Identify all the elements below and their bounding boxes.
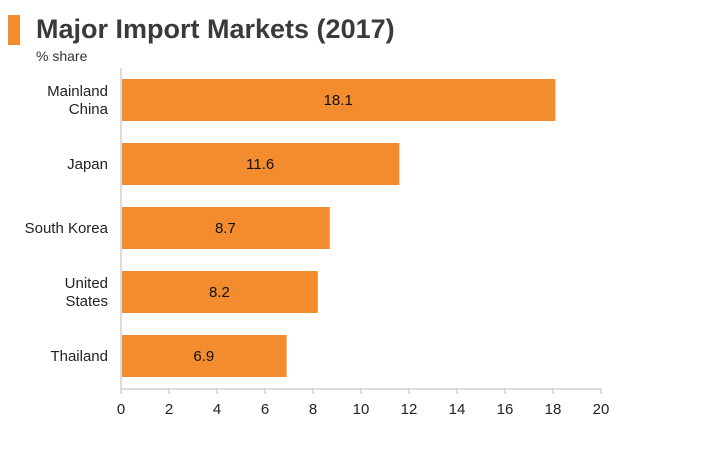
category-label-line: United <box>65 275 108 292</box>
x-tick-label: 18 <box>545 401 562 418</box>
bar-value-label: 11.6 <box>246 156 274 173</box>
bar <box>122 335 287 377</box>
bar <box>122 143 400 185</box>
x-tick-label: 6 <box>261 401 269 418</box>
category-label: South Korea <box>25 220 109 237</box>
x-tick-label: 10 <box>353 401 370 418</box>
x-tick-label: 0 <box>117 401 125 418</box>
category-label: Japan <box>67 156 108 173</box>
x-tick-label: 8 <box>309 401 317 418</box>
category-label: Mainland China <box>47 83 109 118</box>
bar <box>122 271 318 313</box>
category-label-line: South Korea <box>25 220 109 237</box>
bar-value-label: 8.2 <box>209 284 230 301</box>
bar <box>122 207 330 249</box>
bar-value-label: 6.9 <box>193 348 214 365</box>
category-label-line: Thailand <box>50 348 108 365</box>
bar-value-label: 18.1 <box>324 92 353 109</box>
category-label-line: Japan <box>67 156 108 173</box>
x-tick-label: 16 <box>497 401 514 418</box>
x-tick-label: 14 <box>449 401 466 418</box>
bar-value-label: 8.7 <box>215 220 236 237</box>
chart-title: Major Import Markets (2017) <box>36 14 395 44</box>
x-tick-label: 12 <box>401 401 418 418</box>
chart-subtitle: % share <box>36 48 88 64</box>
category-label-line: States <box>65 293 108 310</box>
category-label-line: Mainland <box>47 83 108 100</box>
bar <box>122 79 556 121</box>
title-accent-bar <box>8 15 20 45</box>
x-tick-label: 4 <box>213 401 221 418</box>
x-tick-label: 2 <box>165 401 173 418</box>
x-tick-label: 20 <box>593 401 610 418</box>
category-label: Thailand <box>50 348 108 365</box>
category-label-line: China <box>69 101 109 118</box>
category-label: United States <box>65 275 108 310</box>
